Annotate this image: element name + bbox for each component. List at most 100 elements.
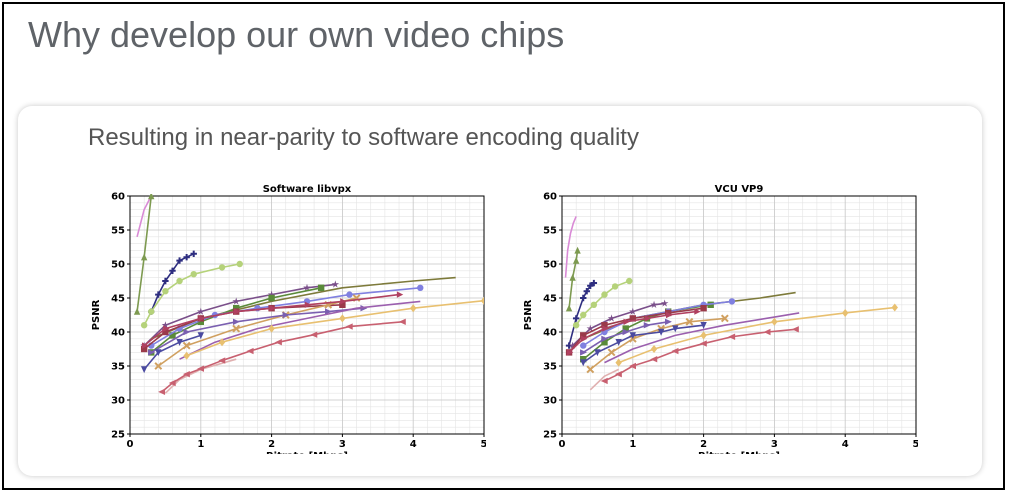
data-point (176, 339, 183, 346)
data-point (842, 308, 849, 317)
data-point (611, 283, 619, 290)
data-point (282, 311, 290, 319)
x-tick-label: 5 (481, 439, 486, 450)
data-point (480, 296, 484, 305)
data-point (183, 328, 191, 336)
data-point (615, 358, 622, 367)
data-point (197, 307, 205, 315)
data-point (317, 284, 325, 291)
data-point (183, 254, 190, 261)
x-tick-label: 1 (629, 439, 636, 450)
x-axis-label: Bitrate [Mbps] (698, 451, 780, 454)
chart-software-libvpx: Software libvpx0123452530354045505560Bit… (86, 184, 488, 462)
data-point (197, 318, 204, 325)
x-tick-label: 1 (197, 439, 204, 450)
series-11 (580, 318, 672, 356)
series-1 (133, 194, 155, 315)
y-tick-label: 60 (543, 192, 557, 203)
x-tick-label: 4 (842, 439, 849, 450)
data-point (622, 325, 629, 332)
data-point (304, 301, 312, 308)
data-point (161, 321, 170, 329)
data-point (133, 307, 141, 315)
data-point (267, 290, 276, 298)
data-point (763, 328, 771, 336)
y-tick-label: 25 (111, 430, 125, 441)
series-14 (164, 358, 237, 394)
data-point (601, 291, 608, 298)
x-tick-label: 3 (339, 439, 346, 450)
x-tick-label: 0 (127, 439, 134, 450)
series-16 (600, 326, 799, 385)
data-point (140, 253, 148, 261)
data-point (580, 356, 587, 363)
series-2 (148, 250, 197, 315)
data-point (623, 318, 630, 325)
data-point (600, 377, 608, 385)
data-point (700, 331, 707, 340)
data-point (699, 340, 707, 347)
data-point (155, 291, 162, 298)
data-point (340, 298, 347, 305)
y-tick-label: 30 (111, 396, 125, 407)
data-point (162, 328, 169, 336)
data-point (310, 331, 318, 338)
grid (129, 195, 485, 435)
data-point (339, 314, 346, 323)
series-3 (140, 260, 243, 329)
data-point (233, 318, 240, 325)
data-point (218, 338, 226, 347)
data-point (331, 280, 340, 288)
data-point (685, 317, 694, 326)
series-1 (565, 246, 581, 312)
data-point (141, 342, 149, 349)
data-point (672, 325, 679, 333)
grid (561, 195, 917, 435)
data-point (398, 318, 406, 325)
data-point (232, 324, 241, 333)
data-point (218, 264, 226, 271)
y-axis-label: PSNR (91, 299, 102, 330)
data-point (580, 342, 587, 349)
x-tick-label: 5 (913, 439, 918, 450)
data-point (182, 341, 191, 350)
series-line (164, 358, 237, 394)
data-point (303, 283, 311, 292)
y-tick-label: 40 (111, 328, 125, 339)
data-point (629, 307, 637, 315)
series-line (179, 300, 421, 360)
slide: Why develop our own video chips Resultin… (2, 2, 1005, 490)
data-point (168, 379, 176, 387)
y-tick-label: 30 (543, 396, 557, 407)
data-point (346, 291, 353, 298)
data-point (417, 284, 424, 291)
data-point (572, 256, 580, 264)
data-point (643, 322, 651, 329)
series-line (589, 368, 619, 391)
series-0 (564, 216, 577, 278)
series-line (157, 297, 357, 367)
series-14 (589, 368, 619, 391)
data-point (580, 294, 587, 302)
y-tick-label: 45 (543, 294, 557, 305)
y-tick-label: 40 (543, 328, 557, 339)
data-point (345, 323, 353, 330)
series-13 (580, 322, 707, 367)
data-point (269, 305, 276, 312)
data-point (339, 301, 346, 308)
data-point (568, 341, 577, 349)
data-point (720, 314, 729, 323)
data-point (614, 370, 622, 378)
series-line (150, 307, 364, 354)
data-point (583, 288, 590, 295)
data-point (163, 325, 170, 332)
data-point (891, 303, 898, 312)
y-tick-label: 25 (543, 430, 557, 441)
series-line (143, 334, 202, 370)
data-point (660, 299, 669, 307)
y-tick-label: 50 (543, 260, 557, 271)
series-3 (572, 277, 633, 329)
data-point (602, 325, 609, 332)
chart-svg: VCU VP90123452530354045505560Bitrate [Mb… (523, 184, 920, 462)
data-point (154, 362, 163, 370)
